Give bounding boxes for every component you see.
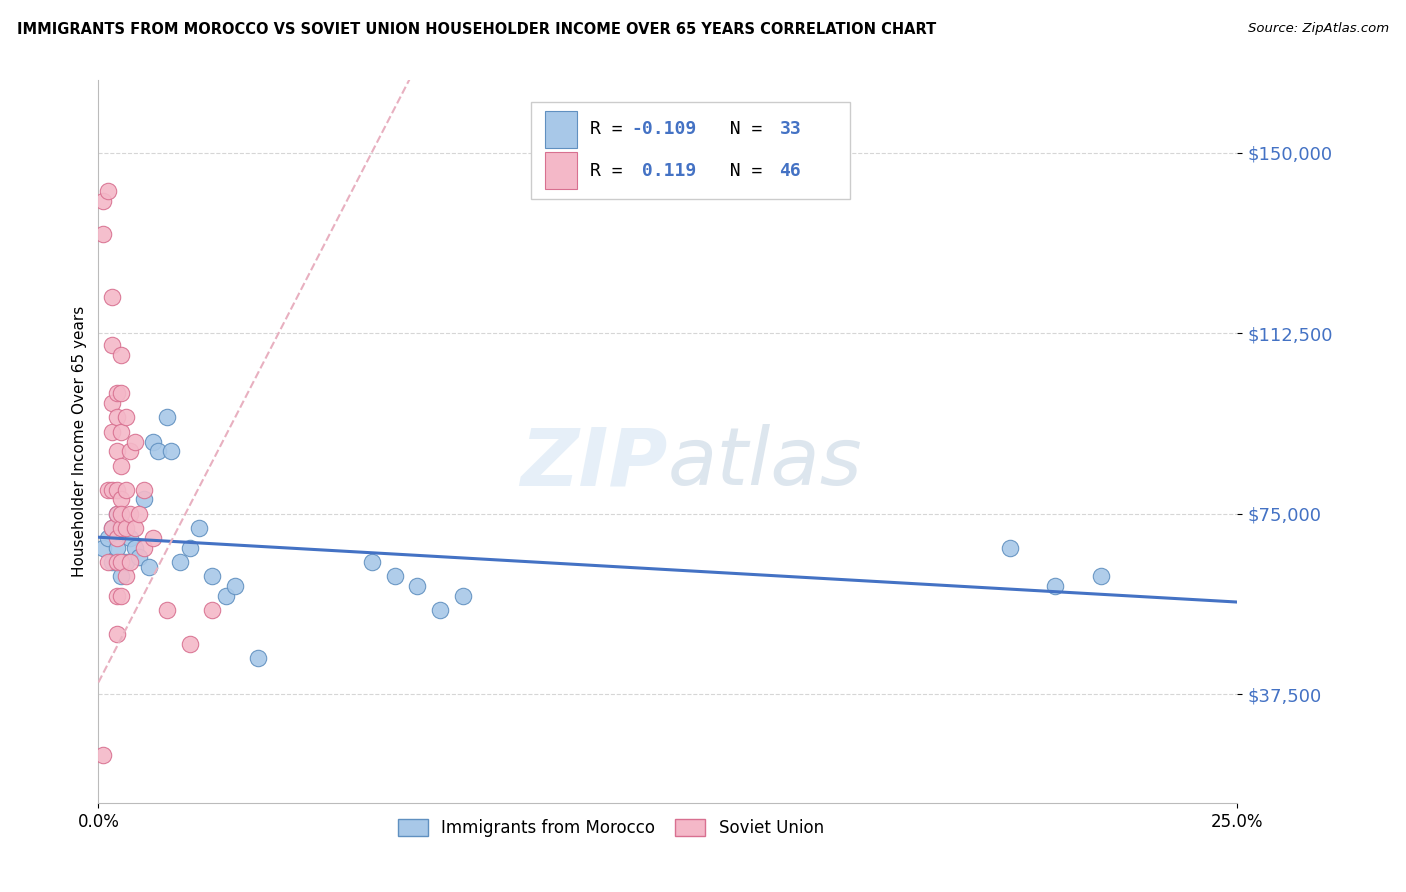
- Point: [105, 531, 128, 545]
- Point: [105, 627, 128, 641]
- Point: [224, 579, 246, 593]
- Point: [110, 348, 132, 362]
- Point: [105, 541, 128, 555]
- Point: [114, 569, 136, 583]
- Point: [105, 507, 128, 521]
- Point: [101, 396, 124, 410]
- Text: 46: 46: [779, 161, 801, 179]
- Y-axis label: Householder Income Over 65 years: Householder Income Over 65 years: [72, 306, 87, 577]
- Point: [110, 458, 132, 473]
- Text: R =: R =: [591, 120, 634, 138]
- Point: [451, 589, 474, 603]
- Point: [138, 559, 160, 574]
- Point: [96, 483, 118, 497]
- Point: [101, 425, 124, 439]
- Point: [1090, 569, 1112, 583]
- Point: [105, 386, 128, 401]
- Point: [246, 651, 269, 665]
- Point: [120, 507, 142, 521]
- FancyBboxPatch shape: [531, 102, 851, 200]
- Legend: Immigrants from Morocco, Soviet Union: Immigrants from Morocco, Soviet Union: [389, 810, 832, 845]
- Point: [128, 507, 150, 521]
- Point: [132, 492, 155, 507]
- Point: [105, 507, 128, 521]
- Point: [114, 483, 136, 497]
- Point: [215, 589, 238, 603]
- Text: ZIP: ZIP: [520, 425, 668, 502]
- Text: 33: 33: [779, 120, 801, 138]
- Point: [114, 521, 136, 535]
- Point: [101, 555, 124, 569]
- Point: [96, 184, 118, 198]
- Point: [360, 555, 382, 569]
- Point: [132, 541, 155, 555]
- Point: [105, 555, 128, 569]
- Point: [406, 579, 429, 593]
- Point: [142, 434, 165, 449]
- Text: N =: N =: [707, 161, 773, 179]
- Point: [156, 410, 179, 425]
- Point: [110, 516, 132, 531]
- Point: [105, 483, 128, 497]
- Point: [110, 492, 132, 507]
- Point: [429, 603, 451, 617]
- Point: [110, 555, 132, 569]
- Point: [128, 550, 150, 565]
- Point: [146, 444, 169, 458]
- Text: -0.109: -0.109: [631, 120, 696, 138]
- Point: [124, 521, 146, 535]
- Point: [105, 444, 128, 458]
- Text: 0.119: 0.119: [631, 161, 696, 179]
- Point: [179, 541, 201, 555]
- Point: [91, 194, 114, 208]
- Point: [110, 589, 132, 603]
- Point: [101, 483, 124, 497]
- Point: [91, 227, 114, 242]
- Point: [124, 434, 146, 449]
- Point: [201, 603, 224, 617]
- Point: [201, 569, 224, 583]
- Point: [110, 521, 132, 535]
- Point: [96, 555, 118, 569]
- Text: Source: ZipAtlas.com: Source: ZipAtlas.com: [1249, 22, 1389, 36]
- Point: [120, 531, 142, 545]
- Point: [179, 637, 201, 651]
- Point: [101, 290, 124, 304]
- Point: [384, 569, 406, 583]
- Point: [169, 555, 191, 569]
- Point: [1043, 579, 1066, 593]
- Point: [91, 747, 114, 762]
- Point: [110, 569, 132, 583]
- Point: [160, 444, 183, 458]
- Point: [120, 555, 142, 569]
- Text: R =: R =: [591, 161, 634, 179]
- FancyBboxPatch shape: [546, 152, 576, 189]
- Point: [101, 521, 124, 535]
- Text: atlas: atlas: [668, 425, 863, 502]
- Point: [105, 589, 128, 603]
- Point: [110, 425, 132, 439]
- Point: [998, 541, 1021, 555]
- Point: [110, 386, 132, 401]
- Point: [187, 521, 209, 535]
- Text: IMMIGRANTS FROM MOROCCO VS SOVIET UNION HOUSEHOLDER INCOME OVER 65 YEARS CORRELA: IMMIGRANTS FROM MOROCCO VS SOVIET UNION …: [17, 22, 936, 37]
- Point: [120, 444, 142, 458]
- Point: [91, 541, 114, 555]
- Point: [101, 521, 124, 535]
- Point: [96, 531, 118, 545]
- Point: [105, 410, 128, 425]
- Point: [156, 603, 179, 617]
- Point: [132, 483, 155, 497]
- Point: [124, 541, 146, 555]
- Point: [101, 338, 124, 352]
- Point: [114, 410, 136, 425]
- Point: [142, 531, 165, 545]
- Text: N =: N =: [707, 120, 773, 138]
- Point: [114, 555, 136, 569]
- Point: [110, 507, 132, 521]
- FancyBboxPatch shape: [546, 111, 576, 148]
